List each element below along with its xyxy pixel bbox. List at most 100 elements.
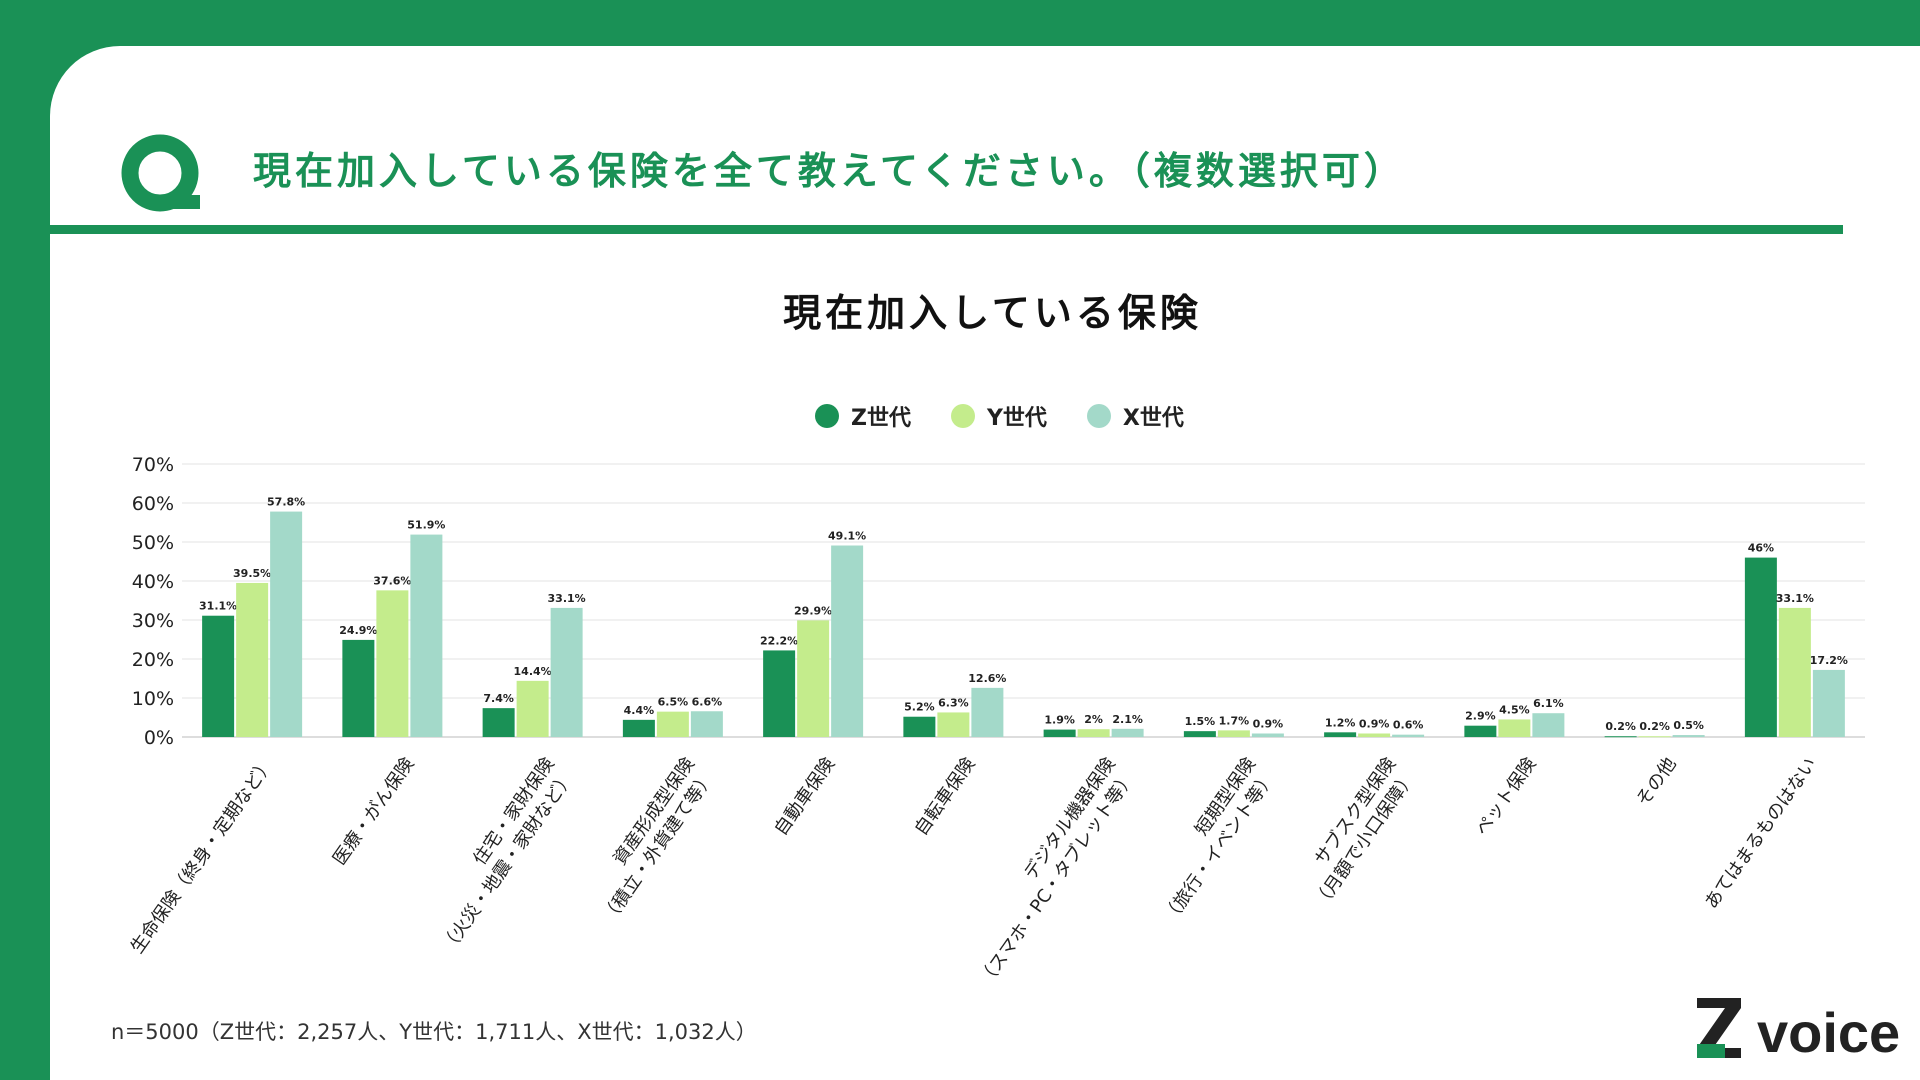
data-label: 0.9% bbox=[1359, 717, 1390, 730]
data-label: 6.1% bbox=[1533, 697, 1564, 710]
bar bbox=[1744, 557, 1777, 737]
y-tick-label: 20% bbox=[132, 649, 174, 671]
bar bbox=[690, 711, 723, 737]
bar bbox=[1183, 731, 1216, 737]
chart-title: 現在加入している保険 bbox=[783, 291, 1202, 335]
bar bbox=[236, 582, 269, 737]
zvoice-logo: voice bbox=[1697, 998, 1900, 1064]
bar bbox=[1043, 729, 1076, 737]
bar bbox=[270, 511, 303, 737]
legend-label-z: Z世代 bbox=[851, 406, 911, 431]
x-tick-label: 自動車保険 bbox=[770, 754, 839, 840]
legend-item-z: Z世代 bbox=[815, 400, 911, 432]
x-tick-label: 住宅・家財保険（火災・地震・家財など） bbox=[418, 754, 579, 957]
content-card bbox=[50, 46, 1920, 1080]
bar bbox=[1217, 730, 1250, 737]
x-tick-label: 医療・がん保険 bbox=[329, 754, 418, 869]
bar bbox=[1672, 735, 1705, 737]
question-q-icon bbox=[121, 134, 200, 212]
x-tick-label-line: ペット保険 bbox=[1472, 754, 1541, 840]
data-label: 39.5% bbox=[233, 567, 271, 580]
bar bbox=[1812, 669, 1845, 737]
chart-legend: Z世代 Y世代 X世代 bbox=[815, 400, 1184, 432]
logo-text: voice bbox=[1757, 1001, 1900, 1064]
bar bbox=[410, 534, 443, 737]
data-label: 1.2% bbox=[1325, 716, 1356, 729]
data-label: 14.4% bbox=[514, 665, 552, 678]
x-tick-label-line: （スマホ・PC・タブレット等） bbox=[974, 767, 1139, 990]
data-label: 57.8% bbox=[267, 496, 305, 509]
bar bbox=[516, 680, 549, 737]
bar bbox=[1324, 732, 1357, 737]
data-label: 31.1% bbox=[199, 600, 237, 613]
data-label: 33.1% bbox=[1776, 592, 1814, 605]
header-divider bbox=[50, 225, 1843, 234]
bar bbox=[1392, 734, 1425, 737]
y-tick-label: 0% bbox=[144, 727, 174, 749]
y-tick-label: 10% bbox=[132, 688, 174, 710]
legend-item-x: X世代 bbox=[1086, 400, 1184, 432]
x-tick-label: 資産形成型保険（積立・外貨建て等） bbox=[579, 754, 719, 927]
bar bbox=[342, 639, 375, 737]
sample-size-note: n＝5000（Z世代：2,257人、Y世代：1,711人、X世代：1,032人） bbox=[111, 1020, 757, 1044]
x-tick-label-line: その他 bbox=[1633, 754, 1681, 810]
y-tick-label: 60% bbox=[132, 493, 174, 515]
x-tick-label: 短期型保険（旅行・イベント等） bbox=[1140, 754, 1280, 927]
legend-label-y: Y世代 bbox=[986, 406, 1047, 431]
bar bbox=[937, 712, 970, 737]
data-label: 4.5% bbox=[1499, 703, 1530, 716]
bar bbox=[202, 615, 235, 737]
x-tick-label-line: （火災・地震・家財など） bbox=[437, 768, 578, 957]
data-label: 12.6% bbox=[968, 672, 1006, 685]
x-tick-label: ペット保険 bbox=[1472, 754, 1541, 840]
data-label: 0.5% bbox=[1673, 719, 1704, 732]
data-label: 0.2% bbox=[1639, 720, 1670, 733]
x-tick-label: その他 bbox=[1633, 754, 1681, 810]
data-label: 24.9% bbox=[339, 624, 377, 637]
data-label: 29.9% bbox=[794, 604, 832, 617]
bar bbox=[763, 650, 796, 737]
data-label: 4.4% bbox=[624, 704, 655, 717]
data-label: 51.9% bbox=[407, 519, 445, 532]
bar bbox=[622, 719, 655, 737]
bar bbox=[376, 590, 409, 737]
bar bbox=[1111, 728, 1144, 737]
data-label: 0.6% bbox=[1393, 719, 1424, 732]
data-label: 2.1% bbox=[1112, 713, 1143, 726]
data-label: 37.6% bbox=[373, 574, 411, 587]
legend-swatch-y bbox=[950, 404, 975, 428]
question-text: 現在加入している保険を全て教えてください。（複数選択可） bbox=[253, 149, 1406, 193]
data-label: 0.2% bbox=[1605, 720, 1636, 733]
x-tick-label-line: 自転車保険 bbox=[911, 754, 980, 840]
x-tick-label-line: 生命保険（終身・定期など） bbox=[127, 754, 278, 958]
y-tick-label: 50% bbox=[132, 532, 174, 554]
data-label: 33.1% bbox=[548, 592, 586, 605]
bar bbox=[971, 687, 1004, 737]
data-label: 0.9% bbox=[1253, 717, 1284, 730]
legend-item-y: Y世代 bbox=[950, 400, 1047, 432]
x-tick-label: あてはまるものはない bbox=[1701, 754, 1821, 913]
data-label: 5.2% bbox=[904, 701, 935, 714]
bar bbox=[482, 708, 515, 737]
bar bbox=[831, 545, 864, 737]
legend-swatch-z bbox=[815, 404, 839, 428]
bar bbox=[1077, 729, 1110, 737]
y-tick-label: 40% bbox=[132, 571, 174, 593]
bar bbox=[1358, 733, 1391, 737]
y-tick-label: 70% bbox=[132, 454, 174, 476]
data-label: 2% bbox=[1084, 713, 1103, 726]
data-label: 7.4% bbox=[483, 692, 514, 705]
x-tick-label: デジタル機器保険（スマホ・PC・タブレット等） bbox=[955, 754, 1139, 990]
data-label: 6.6% bbox=[692, 695, 723, 708]
bar bbox=[1778, 607, 1811, 737]
legend-label-x: X世代 bbox=[1122, 406, 1184, 431]
bar bbox=[1638, 736, 1671, 738]
bar bbox=[656, 711, 689, 737]
x-tick-label-line: 自動車保険 bbox=[770, 754, 839, 840]
y-tick-label: 30% bbox=[132, 610, 174, 632]
x-tick-label-line: 医療・がん保険 bbox=[329, 754, 418, 869]
bar bbox=[1498, 719, 1531, 737]
x-tick-label-line: あてはまるものはない bbox=[1701, 754, 1821, 913]
data-label: 1.9% bbox=[1044, 714, 1075, 727]
bar bbox=[1604, 736, 1637, 738]
